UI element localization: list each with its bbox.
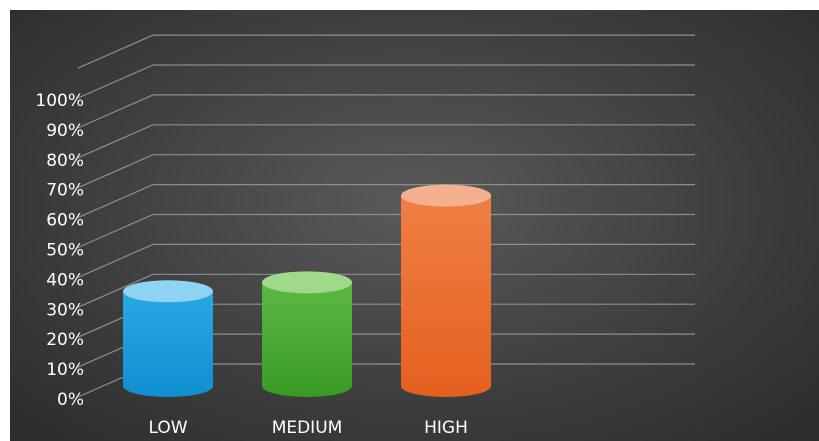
bar-top bbox=[262, 271, 352, 294]
gridline bbox=[77, 34, 695, 69]
y-tick-label: 90% bbox=[46, 121, 84, 141]
gridline bbox=[77, 154, 695, 189]
bar-chart: 0% 10% 20% 30% 40% 50% 60% 70% 80% 90% 100% LOW MED… bbox=[35, 34, 695, 438]
gridline bbox=[77, 64, 695, 99]
gridline bbox=[77, 243, 695, 278]
y-tick-label: 80% bbox=[46, 151, 84, 171]
bar-top bbox=[123, 280, 213, 303]
gridline bbox=[77, 184, 695, 219]
gridline-diagonal bbox=[77, 154, 154, 189]
x-axis-category-labels: LOW MEDIUM HIGH bbox=[148, 418, 467, 438]
gridline-diagonal bbox=[77, 243, 154, 278]
y-tick-label: 50% bbox=[46, 241, 84, 261]
bar-top bbox=[401, 184, 491, 207]
bar-high bbox=[401, 184, 491, 397]
y-tick-label: 0% bbox=[57, 390, 84, 410]
x-category-label: HIGH bbox=[424, 418, 468, 438]
gridline-diagonal bbox=[77, 273, 154, 308]
y-tick-label: 20% bbox=[46, 330, 84, 350]
bars bbox=[123, 184, 491, 397]
gridline-diagonal bbox=[77, 213, 154, 249]
chart-container: 0% 10% 20% 30% 40% 50% 60% 70% 80% 90% 100% LOW MED… bbox=[10, 10, 819, 441]
y-tick-label: 60% bbox=[46, 211, 84, 231]
bar-body bbox=[401, 195, 491, 397]
gridline-diagonal bbox=[77, 34, 154, 69]
gridline bbox=[77, 213, 695, 249]
y-tick-label: 30% bbox=[46, 300, 84, 320]
gridline bbox=[77, 124, 695, 159]
y-tick-label: 40% bbox=[46, 270, 84, 290]
gridline bbox=[77, 94, 695, 129]
gridline-diagonal bbox=[77, 64, 154, 99]
bar-body bbox=[262, 282, 352, 397]
x-category-label: LOW bbox=[148, 418, 187, 438]
bar-medium bbox=[262, 271, 352, 397]
y-tick-label: 70% bbox=[46, 181, 84, 201]
bar-body bbox=[123, 291, 213, 397]
y-tick-label: 10% bbox=[46, 360, 84, 380]
y-tick-label: 100% bbox=[35, 91, 84, 111]
y-axis-tick-labels: 0% 10% 20% 30% 40% 50% 60% 70% 80% 90% 100% bbox=[35, 91, 84, 410]
x-category-label: MEDIUM bbox=[272, 418, 343, 438]
gridline-diagonal bbox=[77, 94, 154, 129]
gridline-diagonal bbox=[77, 124, 154, 159]
bar-low bbox=[123, 280, 213, 397]
gridline-diagonal bbox=[77, 184, 154, 219]
